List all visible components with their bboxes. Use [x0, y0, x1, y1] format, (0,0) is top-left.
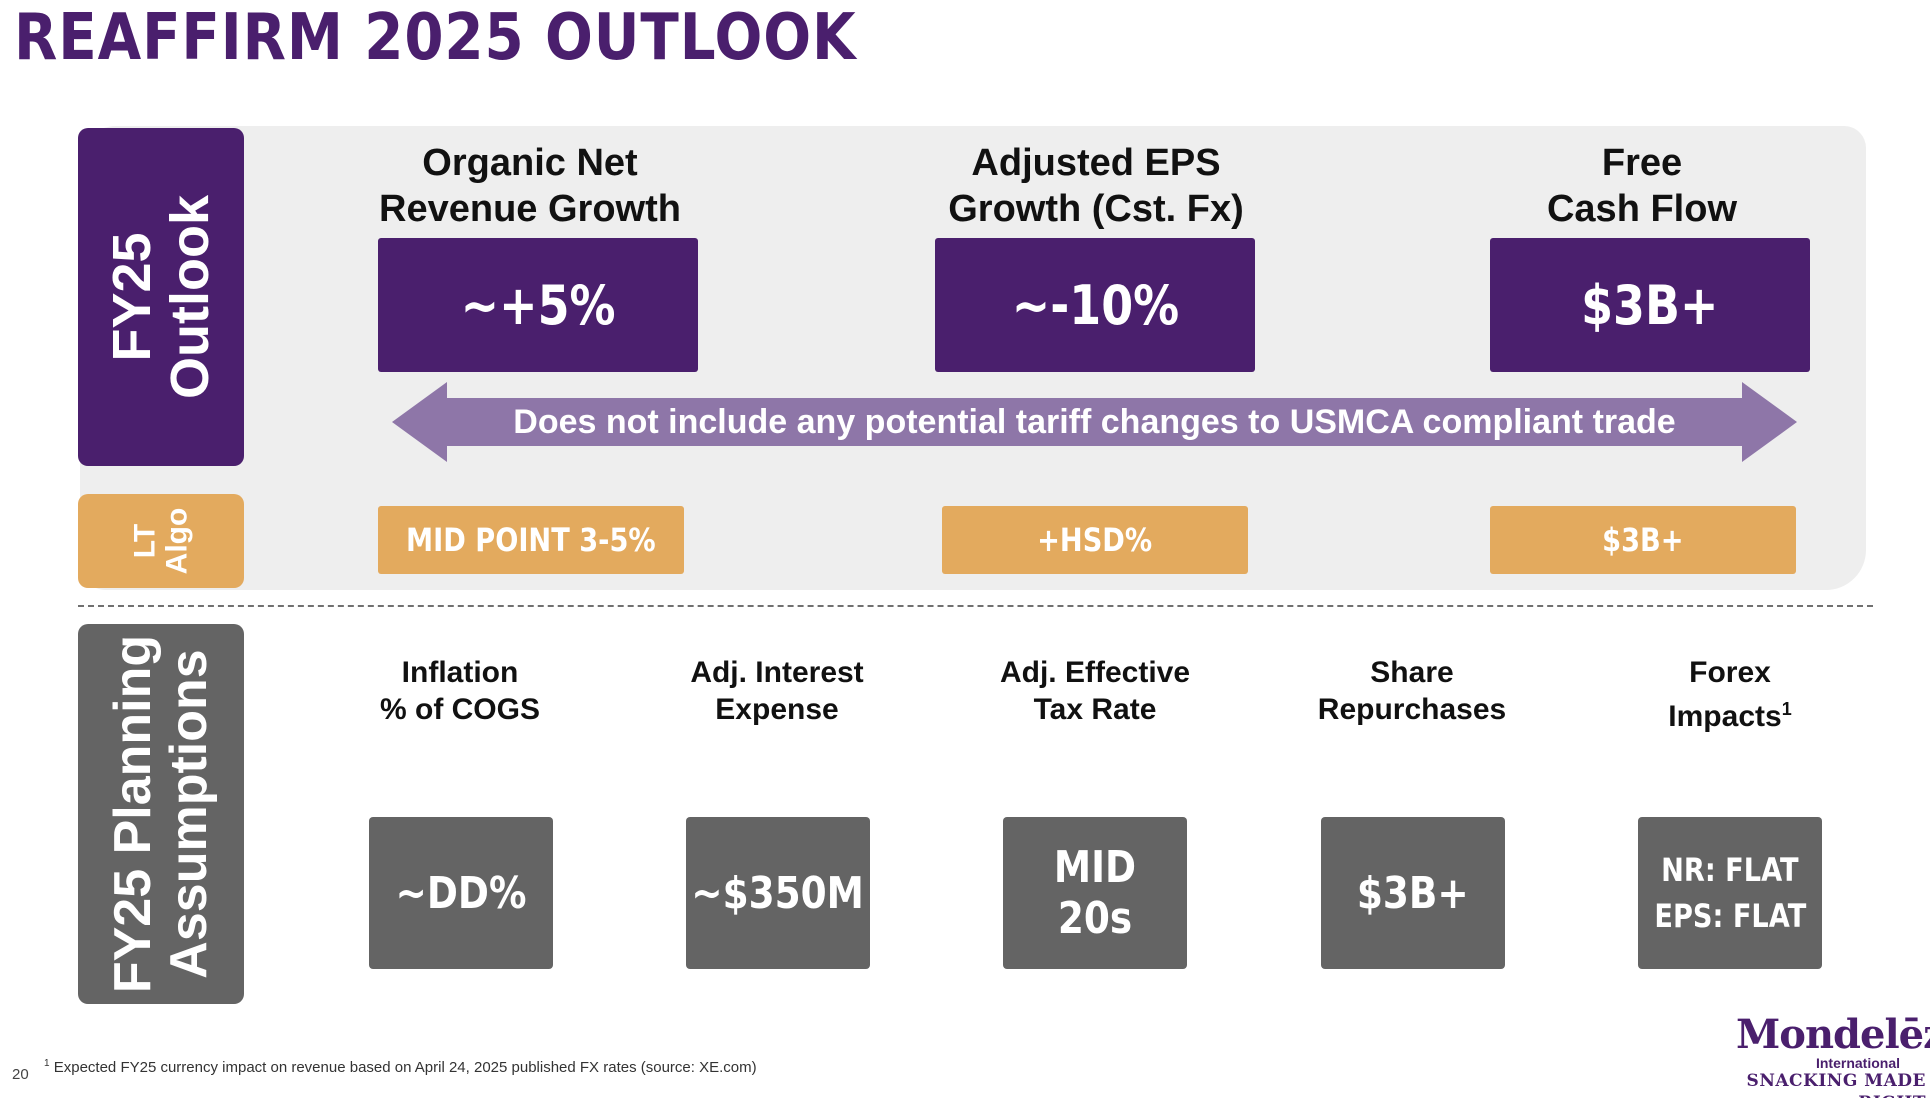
tariff-note-text: Does not include any potential tariff ch…	[513, 402, 1676, 441]
metric-value-adjusted-eps: ~-10%	[935, 238, 1255, 372]
lt-algo-free-cash-flow: $3B+	[1490, 506, 1796, 574]
logo-subtitle: International	[1815, 1055, 1900, 1071]
plan-value-forex: NR: FLAT EPS: FLAT	[1638, 817, 1822, 969]
tariff-note-arrow: Does not include any potential tariff ch…	[392, 382, 1797, 462]
metric-heading-line2: Revenue Growth	[379, 188, 681, 230]
fy25-outlook-label: FY25 Outlook	[78, 128, 244, 466]
fy25-outlook-label-line2: Outlook	[160, 195, 221, 399]
lt-algo-text: $3B+	[1602, 521, 1684, 559]
metric-value-text: ~-10%	[1011, 273, 1179, 337]
metric-heading-line2: Growth (Cst. Fx)	[948, 188, 1244, 230]
fy25-outlook-label-line1: FY25	[102, 232, 163, 362]
planning-assumptions-label: FY25 Planning Assumptions	[78, 624, 244, 1004]
plan-heading-inflation: Inflation % of COGS	[320, 654, 600, 728]
metric-heading-free-cash-flow: Free Cash Flow	[1432, 140, 1852, 232]
plan-heading-tax-rate: Adj. Effective Tax Rate	[955, 654, 1235, 728]
lt-algo-label-line2: Algo	[160, 507, 193, 575]
page-number: 20	[12, 1066, 29, 1083]
planning-label-line1: FY25 Planning	[104, 634, 163, 994]
metric-heading-adjusted-eps: Adjusted EPS Growth (Cst. Fx)	[886, 140, 1306, 232]
mondelez-logo: Mondelēz International SNACKING MADE RIG…	[1736, 1011, 1930, 1098]
plan-heading-share-repurchases: Share Repurchases	[1272, 654, 1552, 728]
footnote-reference: 1	[1781, 699, 1792, 719]
footnote: 1 Expected FY25 currency impact on reven…	[44, 1058, 757, 1076]
plan-heading-line2: Tax Rate	[1033, 693, 1157, 726]
footnote-marker: 1	[44, 1058, 50, 1069]
plan-heading-line2: Impacts1	[1590, 691, 1870, 735]
plan-value-line1: NR: FLAT	[1661, 851, 1799, 889]
plan-heading-line2-text: Impacts	[1668, 700, 1782, 733]
plan-value-text: ~DD%	[395, 867, 527, 919]
plan-value-line2: EPS: FLAT	[1654, 897, 1806, 935]
plan-heading-line1: Inflation	[401, 656, 519, 689]
lt-algo-adjusted-eps: +HSD%	[942, 506, 1248, 574]
double-arrow-icon	[392, 382, 1797, 462]
lt-algo-label: LT Algo	[78, 494, 244, 588]
plan-heading-line2: Expense	[715, 693, 839, 726]
plan-value-interest-expense: ~$350M	[686, 817, 870, 969]
lt-algo-text: +HSD%	[1037, 521, 1153, 559]
metric-value-text: $3B+	[1581, 273, 1719, 337]
metric-heading-line1: Adjusted EPS	[971, 142, 1221, 184]
metric-heading-line2: Cash Flow	[1546, 188, 1738, 230]
metric-value-organic-revenue: ~+5%	[378, 238, 698, 372]
footnote-text: Expected FY25 currency impact on revenue…	[53, 1059, 757, 1076]
metric-heading-line1: Free	[1601, 142, 1683, 184]
metric-value-free-cash-flow: $3B+	[1490, 238, 1810, 372]
plan-heading-line1: Adj. Effective	[999, 656, 1191, 689]
logo-name: Mondelēz	[1736, 1011, 1930, 1058]
plan-heading-line1: Forex	[1689, 656, 1771, 689]
lt-algo-label-line1: LT	[128, 523, 161, 559]
plan-heading-line2: Repurchases	[1317, 693, 1507, 726]
section-divider	[78, 605, 1873, 607]
plan-value-inflation: ~DD%	[369, 817, 553, 969]
planning-label-line2: Assumptions	[160, 649, 219, 979]
plan-value-share-repurchases: $3B+	[1321, 817, 1505, 969]
plan-heading-line2: % of COGS	[379, 693, 540, 726]
plan-heading-forex: Forex Impacts1	[1590, 654, 1870, 735]
plan-value-text: MID 20s	[1053, 842, 1137, 944]
logo-tagline: SNACKING MADE RIGHT	[1746, 1071, 1926, 1098]
plan-heading-line1: Share	[1370, 656, 1454, 689]
slide-title: REAFFIRM 2025 OUTLOOK	[14, 1, 857, 75]
plan-value-tax-rate: MID 20s	[1003, 817, 1187, 969]
plan-heading-line1: Adj. Interest	[690, 656, 864, 689]
plan-value-text: ~$350M	[691, 867, 865, 919]
metric-heading-line1: Organic Net	[422, 142, 638, 184]
plan-value-text: $3B+	[1357, 867, 1469, 919]
plan-heading-interest-expense: Adj. Interest Expense	[637, 654, 917, 728]
metric-value-text: ~+5%	[460, 273, 616, 337]
lt-algo-text: MID POINT 3-5%	[406, 521, 656, 559]
lt-algo-organic-revenue: MID POINT 3-5%	[378, 506, 684, 574]
metric-heading-organic-revenue: Organic Net Revenue Growth	[320, 140, 740, 232]
